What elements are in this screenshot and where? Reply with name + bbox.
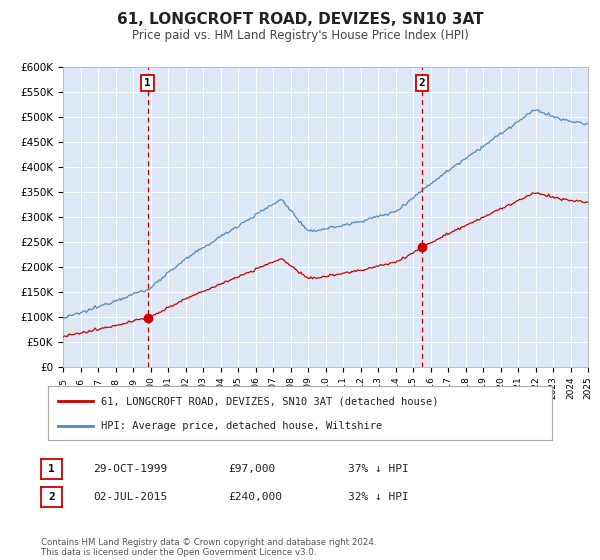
Text: 29-OCT-1999: 29-OCT-1999 [93,464,167,474]
Text: £97,000: £97,000 [228,464,275,474]
Text: 61, LONGCROFT ROAD, DEVIZES, SN10 3AT (detached house): 61, LONGCROFT ROAD, DEVIZES, SN10 3AT (d… [101,396,439,407]
Text: 2: 2 [418,78,425,88]
Text: 61, LONGCROFT ROAD, DEVIZES, SN10 3AT: 61, LONGCROFT ROAD, DEVIZES, SN10 3AT [116,12,484,27]
Text: 1: 1 [144,78,151,88]
Text: 02-JUL-2015: 02-JUL-2015 [93,492,167,502]
Text: Contains HM Land Registry data © Crown copyright and database right 2024.
This d: Contains HM Land Registry data © Crown c… [41,538,376,557]
Text: 32% ↓ HPI: 32% ↓ HPI [348,492,409,502]
Text: 1: 1 [48,464,55,474]
Text: 37% ↓ HPI: 37% ↓ HPI [348,464,409,474]
Text: £240,000: £240,000 [228,492,282,502]
Text: HPI: Average price, detached house, Wiltshire: HPI: Average price, detached house, Wilt… [101,421,382,431]
Text: Price paid vs. HM Land Registry's House Price Index (HPI): Price paid vs. HM Land Registry's House … [131,29,469,42]
Text: 2: 2 [48,492,55,502]
